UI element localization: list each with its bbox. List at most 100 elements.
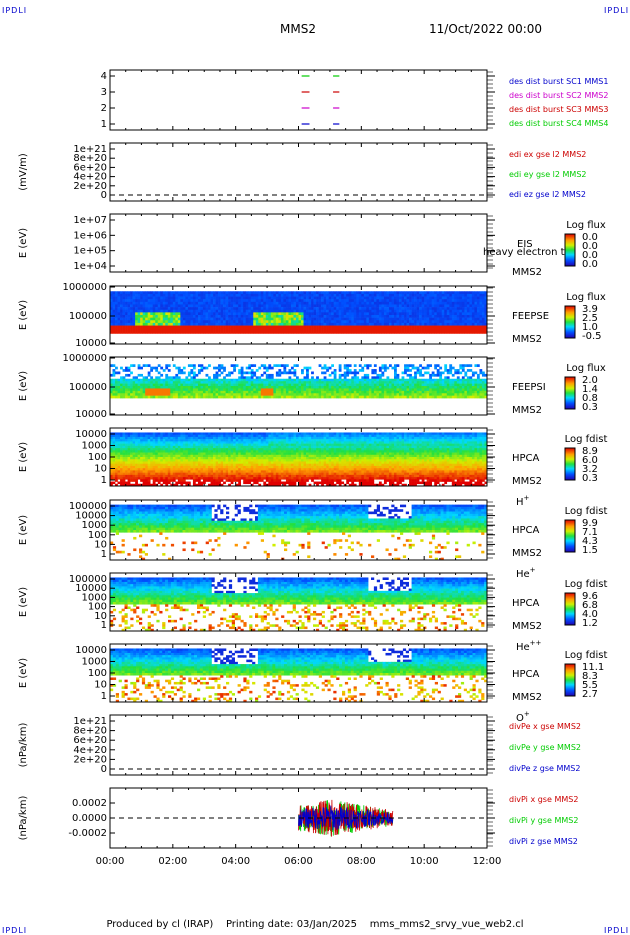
panel-hpca_h-cell: [120, 466, 123, 469]
panel-feepse-cell: [241, 299, 244, 302]
panel-feepse-cell: [356, 315, 359, 318]
panel-feepse-cell: [452, 291, 455, 294]
panel-feepse-cell: [168, 318, 171, 321]
panel-feepse-cell: [261, 294, 264, 297]
panel-feepse-cell: [391, 302, 394, 305]
panel-feepse-cell: [321, 297, 324, 300]
panel-feepse-cell: [128, 291, 131, 294]
panel-feepse-cell: [288, 323, 291, 326]
panel-feepse-cell: [266, 326, 269, 329]
panel-feepse-cell: [429, 291, 432, 294]
panel-feepsi-cell: [369, 388, 372, 391]
panel-feepse-cell: [472, 318, 475, 321]
panel-feepse-cell: [238, 304, 241, 307]
panel-feepse-cell: [140, 310, 143, 313]
panel-feepsi-cell: [311, 376, 314, 379]
panel-hpca_h-cell: [115, 464, 118, 467]
panel-feepse-cell: [364, 304, 367, 307]
panel-feepse-cell: [449, 294, 452, 297]
panel-feepse-cell: [334, 307, 337, 310]
panel-feepse-cell: [183, 304, 186, 307]
panel-feepse-cell: [459, 312, 462, 315]
panel-feepsi-cell: [261, 364, 264, 367]
panel-feepsi-cell: [351, 391, 354, 394]
panel-feepse-cell: [145, 310, 148, 313]
panel-feepse-cell: [417, 310, 420, 313]
panel-feepse-cell: [143, 323, 146, 326]
panel-feepse-cell: [474, 328, 477, 331]
panel-feepse-cell: [459, 310, 462, 313]
panel-feepse-cell: [311, 302, 314, 305]
panel-feepse-cell: [178, 312, 181, 315]
panel-feepse-cell: [482, 318, 485, 321]
panel-feepse-cell: [143, 320, 146, 323]
panel-feepse-cell: [336, 320, 339, 323]
panel-feepse-cell: [477, 318, 480, 321]
panel-feepse-cell: [394, 328, 397, 331]
panel-feepse-cell: [402, 307, 405, 310]
panel-feepsi-cell: [268, 396, 271, 399]
panel-hpca_h-cell: [155, 459, 158, 462]
panel-feepse-cell: [434, 307, 437, 310]
panel-feepse-cell: [115, 326, 118, 329]
panel-hpca_h-cell: [133, 464, 136, 467]
panel-feepse-cell: [434, 323, 437, 326]
panel-feepsi-cell: [389, 391, 392, 394]
panel-feepsi-cell: [188, 379, 191, 382]
panel-feepse-cell: [422, 331, 425, 334]
panel-feepsi-cell: [286, 379, 289, 382]
panel-feepse-cell: [185, 302, 188, 305]
panel-feepsi-cell: [394, 381, 397, 384]
panel-feepse-cell: [145, 323, 148, 326]
panel-feepse-cell: [283, 323, 286, 326]
panel-feepsi-cell: [160, 386, 163, 389]
panel-feepsi-cell: [195, 391, 198, 394]
panel-feepse-cell: [467, 326, 470, 329]
panel-feepse-cell: [296, 307, 299, 310]
panel-feepse-cell: [374, 318, 377, 321]
panel-feepsi-cell: [213, 367, 216, 370]
panel-feepse-cell: [241, 315, 244, 318]
panel-feepse-cell: [299, 299, 302, 302]
panel-feepse-cell: [133, 312, 136, 315]
panel-feepse-cell: [253, 328, 256, 331]
panel-feepse-cell: [482, 299, 485, 302]
panel-feepsi-cell: [369, 386, 372, 389]
panel-feepse-cell: [336, 297, 339, 300]
panel-feepsi-cell: [404, 391, 407, 394]
panel-feepse-cell: [193, 318, 196, 321]
panel-feepse-cell: [246, 328, 249, 331]
panel-feepse-cell: [449, 299, 452, 302]
panel-hpca_h-cell: [143, 432, 146, 435]
panel-hpca_h-cell: [120, 432, 123, 435]
panel-hpca_h-cell: [138, 448, 141, 451]
panel-feepsi-cell: [216, 396, 219, 399]
panel-feepse-cell: [268, 302, 271, 305]
panel-feepse-cell: [183, 312, 186, 315]
panel-feepse-cell: [324, 297, 327, 300]
panel-feepse-cell: [341, 318, 344, 321]
panel-feepsi-cell: [168, 391, 171, 394]
panel-feepsi-cell: [301, 391, 304, 394]
panel-feepsi-cell: [366, 379, 369, 382]
panel-feepse-cell: [278, 331, 281, 334]
panel-feepse-cell: [248, 326, 251, 329]
panel-feepse-cell: [336, 307, 339, 310]
panel-feepse-cell: [213, 310, 216, 313]
panel-eis-ytick-label: 1e+07: [73, 215, 107, 226]
panel-feepsi-cell: [283, 372, 286, 375]
panel-feepse-cell: [329, 302, 332, 305]
panel-feepse-cell: [190, 315, 193, 318]
panel-hpca_h-cell: [148, 468, 151, 471]
panel-feepse-cell: [206, 291, 209, 294]
panel-feepsi-cell: [379, 386, 382, 389]
panel-feepse-cell: [464, 323, 467, 326]
panel-feepse-cell: [397, 299, 400, 302]
panel-feepsi-cell: [200, 364, 203, 367]
panel-feepsi-cell: [263, 393, 266, 396]
panel-feepse-cell: [351, 312, 354, 315]
panel-feepse-cell: [432, 294, 435, 297]
panel-feepse-cell: [462, 315, 465, 318]
panel-feepse-cell: [479, 331, 482, 334]
panel-feepse-cell: [467, 299, 470, 302]
